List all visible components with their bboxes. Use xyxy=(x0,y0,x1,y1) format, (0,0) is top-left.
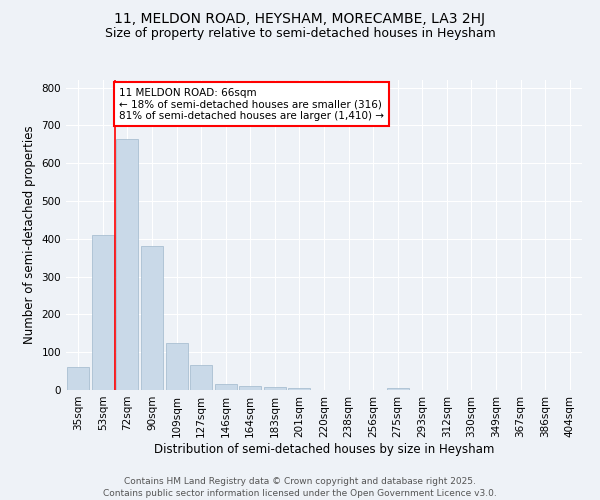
Bar xyxy=(92,235,114,390)
Text: 11 MELDON ROAD: 66sqm
← 18% of semi-detached houses are smaller (316)
81% of sem: 11 MELDON ROAD: 66sqm ← 18% of semi-deta… xyxy=(119,88,384,121)
Bar xyxy=(215,384,237,390)
Bar xyxy=(386,388,409,390)
Bar xyxy=(264,387,286,390)
Text: Contains HM Land Registry data © Crown copyright and database right 2025.
Contai: Contains HM Land Registry data © Crown c… xyxy=(103,476,497,498)
Text: 11, MELDON ROAD, HEYSHAM, MORECAMBE, LA3 2HJ: 11, MELDON ROAD, HEYSHAM, MORECAMBE, LA3… xyxy=(115,12,485,26)
Bar xyxy=(141,246,163,390)
X-axis label: Distribution of semi-detached houses by size in Heysham: Distribution of semi-detached houses by … xyxy=(154,442,494,456)
Text: Size of property relative to semi-detached houses in Heysham: Size of property relative to semi-detach… xyxy=(104,28,496,40)
Bar xyxy=(190,366,212,390)
Y-axis label: Number of semi-detached properties: Number of semi-detached properties xyxy=(23,126,36,344)
Bar xyxy=(289,388,310,390)
Bar xyxy=(239,386,262,390)
Bar xyxy=(116,138,139,390)
Bar xyxy=(166,342,188,390)
Bar xyxy=(67,366,89,390)
